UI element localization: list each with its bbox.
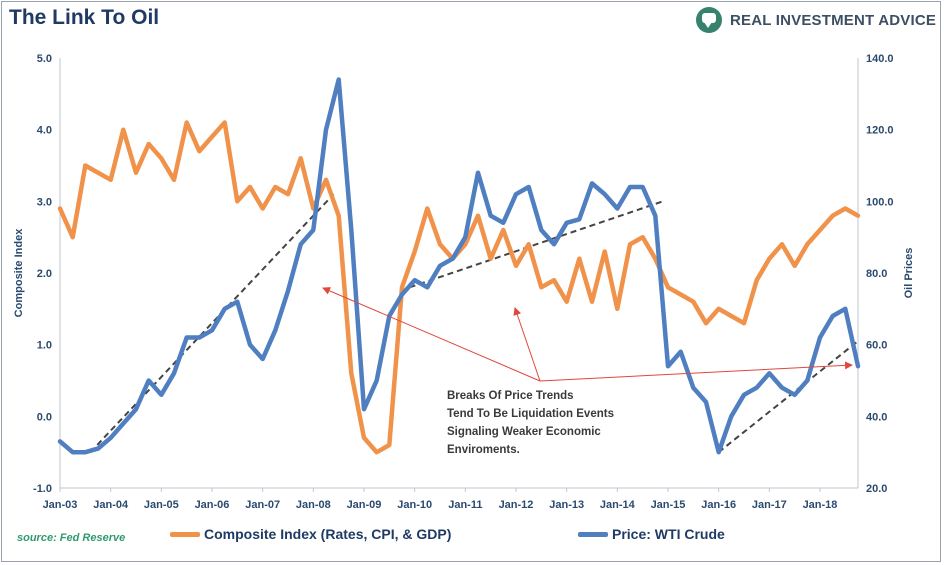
- y2-tick-label: 140.0: [866, 53, 894, 65]
- legend-item-wti: Price: WTI Crude: [578, 526, 725, 542]
- x-tick-label: Jan-14: [600, 499, 636, 511]
- x-tick-label: Jan-17: [752, 499, 787, 511]
- x-tick-label: Jan-11: [448, 499, 482, 511]
- brand-name: REAL INVESTMENT ADVICE: [730, 11, 937, 29]
- annotation-line: Tend To Be Liquidation Events: [447, 408, 614, 420]
- x-tick-label: Jan-03: [43, 499, 78, 511]
- x-tick-label: Jan-07: [245, 499, 280, 511]
- legend-label-composite: Composite Index (Rates, CPI, & GDP): [204, 526, 452, 542]
- y2-axis-title: Oil Prices: [903, 248, 915, 299]
- chart-title: The Link To Oil: [9, 6, 160, 29]
- x-tick-label: Jan-15: [651, 499, 686, 511]
- y2-tick-label: 20.0: [866, 483, 887, 495]
- x-tick-label: Jan-05: [144, 499, 179, 511]
- y2-tick-label: 40.0: [866, 411, 887, 423]
- y-tick-label: 1.0: [37, 340, 52, 352]
- series-group: [57, 77, 861, 455]
- trend-line: [89, 193, 335, 453]
- legend-label-wti: Price: WTI Crude: [612, 526, 725, 542]
- y-axis-title: Composite Index: [13, 228, 25, 318]
- x-tick-label: Jan-06: [195, 499, 230, 511]
- y2-tick-label: 100.0: [866, 196, 894, 208]
- x-tick-label: Jan-13: [549, 499, 584, 511]
- annotation-arrow: [539, 361, 853, 382]
- x-tick-label: Jan-04: [93, 499, 129, 511]
- brand-logo: REAL INVESTMENT ADVICE: [696, 7, 936, 33]
- y-tick-label: 3.0: [37, 196, 52, 208]
- y2-tick-label: 60.0: [866, 340, 887, 352]
- series-line-wti: [57, 77, 861, 455]
- annotation-arrows-group: [322, 287, 853, 382]
- y2-tick-label: 80.0: [866, 268, 887, 280]
- y-tick-label: 0.0: [37, 411, 52, 423]
- axes-group: -1.0 0.0 1.0 2.0 3.0 4.0 5.0 20.0 40.0 60.0 80.0 10…: [13, 53, 915, 511]
- annotation-line: Breaks Of Price Trends: [447, 390, 574, 402]
- y-tick-label: -1.0: [33, 483, 52, 495]
- y-tick-label: 5.0: [37, 53, 52, 65]
- x-tick-label: Jan-18: [803, 499, 838, 511]
- x-tick-label: Jan-09: [347, 499, 382, 511]
- trend-line: [718, 340, 859, 453]
- annotation-arrow: [513, 307, 541, 382]
- legend-item-composite: Composite Index (Rates, CPI, & GDP): [170, 526, 451, 542]
- trend-line: [409, 200, 664, 289]
- annotation-group: Breaks Of Price Trends Tend To Be Liquida…: [447, 390, 614, 456]
- y2-tick-label: 120.0: [866, 125, 894, 137]
- x-tick-label: Jan-16: [701, 499, 736, 511]
- x-tick-label: Jan-10: [397, 499, 432, 511]
- legend-swatch-composite: [170, 531, 200, 537]
- trend-lines-group: [89, 193, 859, 453]
- y-tick-label: 2.0: [37, 268, 52, 280]
- annotation-arrow: [322, 287, 541, 382]
- y-tick-label: 4.0: [37, 125, 52, 137]
- x-tick-label: Jan-08: [296, 499, 331, 511]
- x-tick-label: Jan-12: [499, 499, 534, 511]
- chat-bubble-icon: [696, 7, 722, 33]
- source-note: source: Fed Reserve: [17, 532, 126, 544]
- legend-swatch-wti: [578, 531, 608, 537]
- annotation-line: Enviroments.: [447, 444, 520, 456]
- annotation-line: Signaling Weaker Economic: [447, 426, 601, 438]
